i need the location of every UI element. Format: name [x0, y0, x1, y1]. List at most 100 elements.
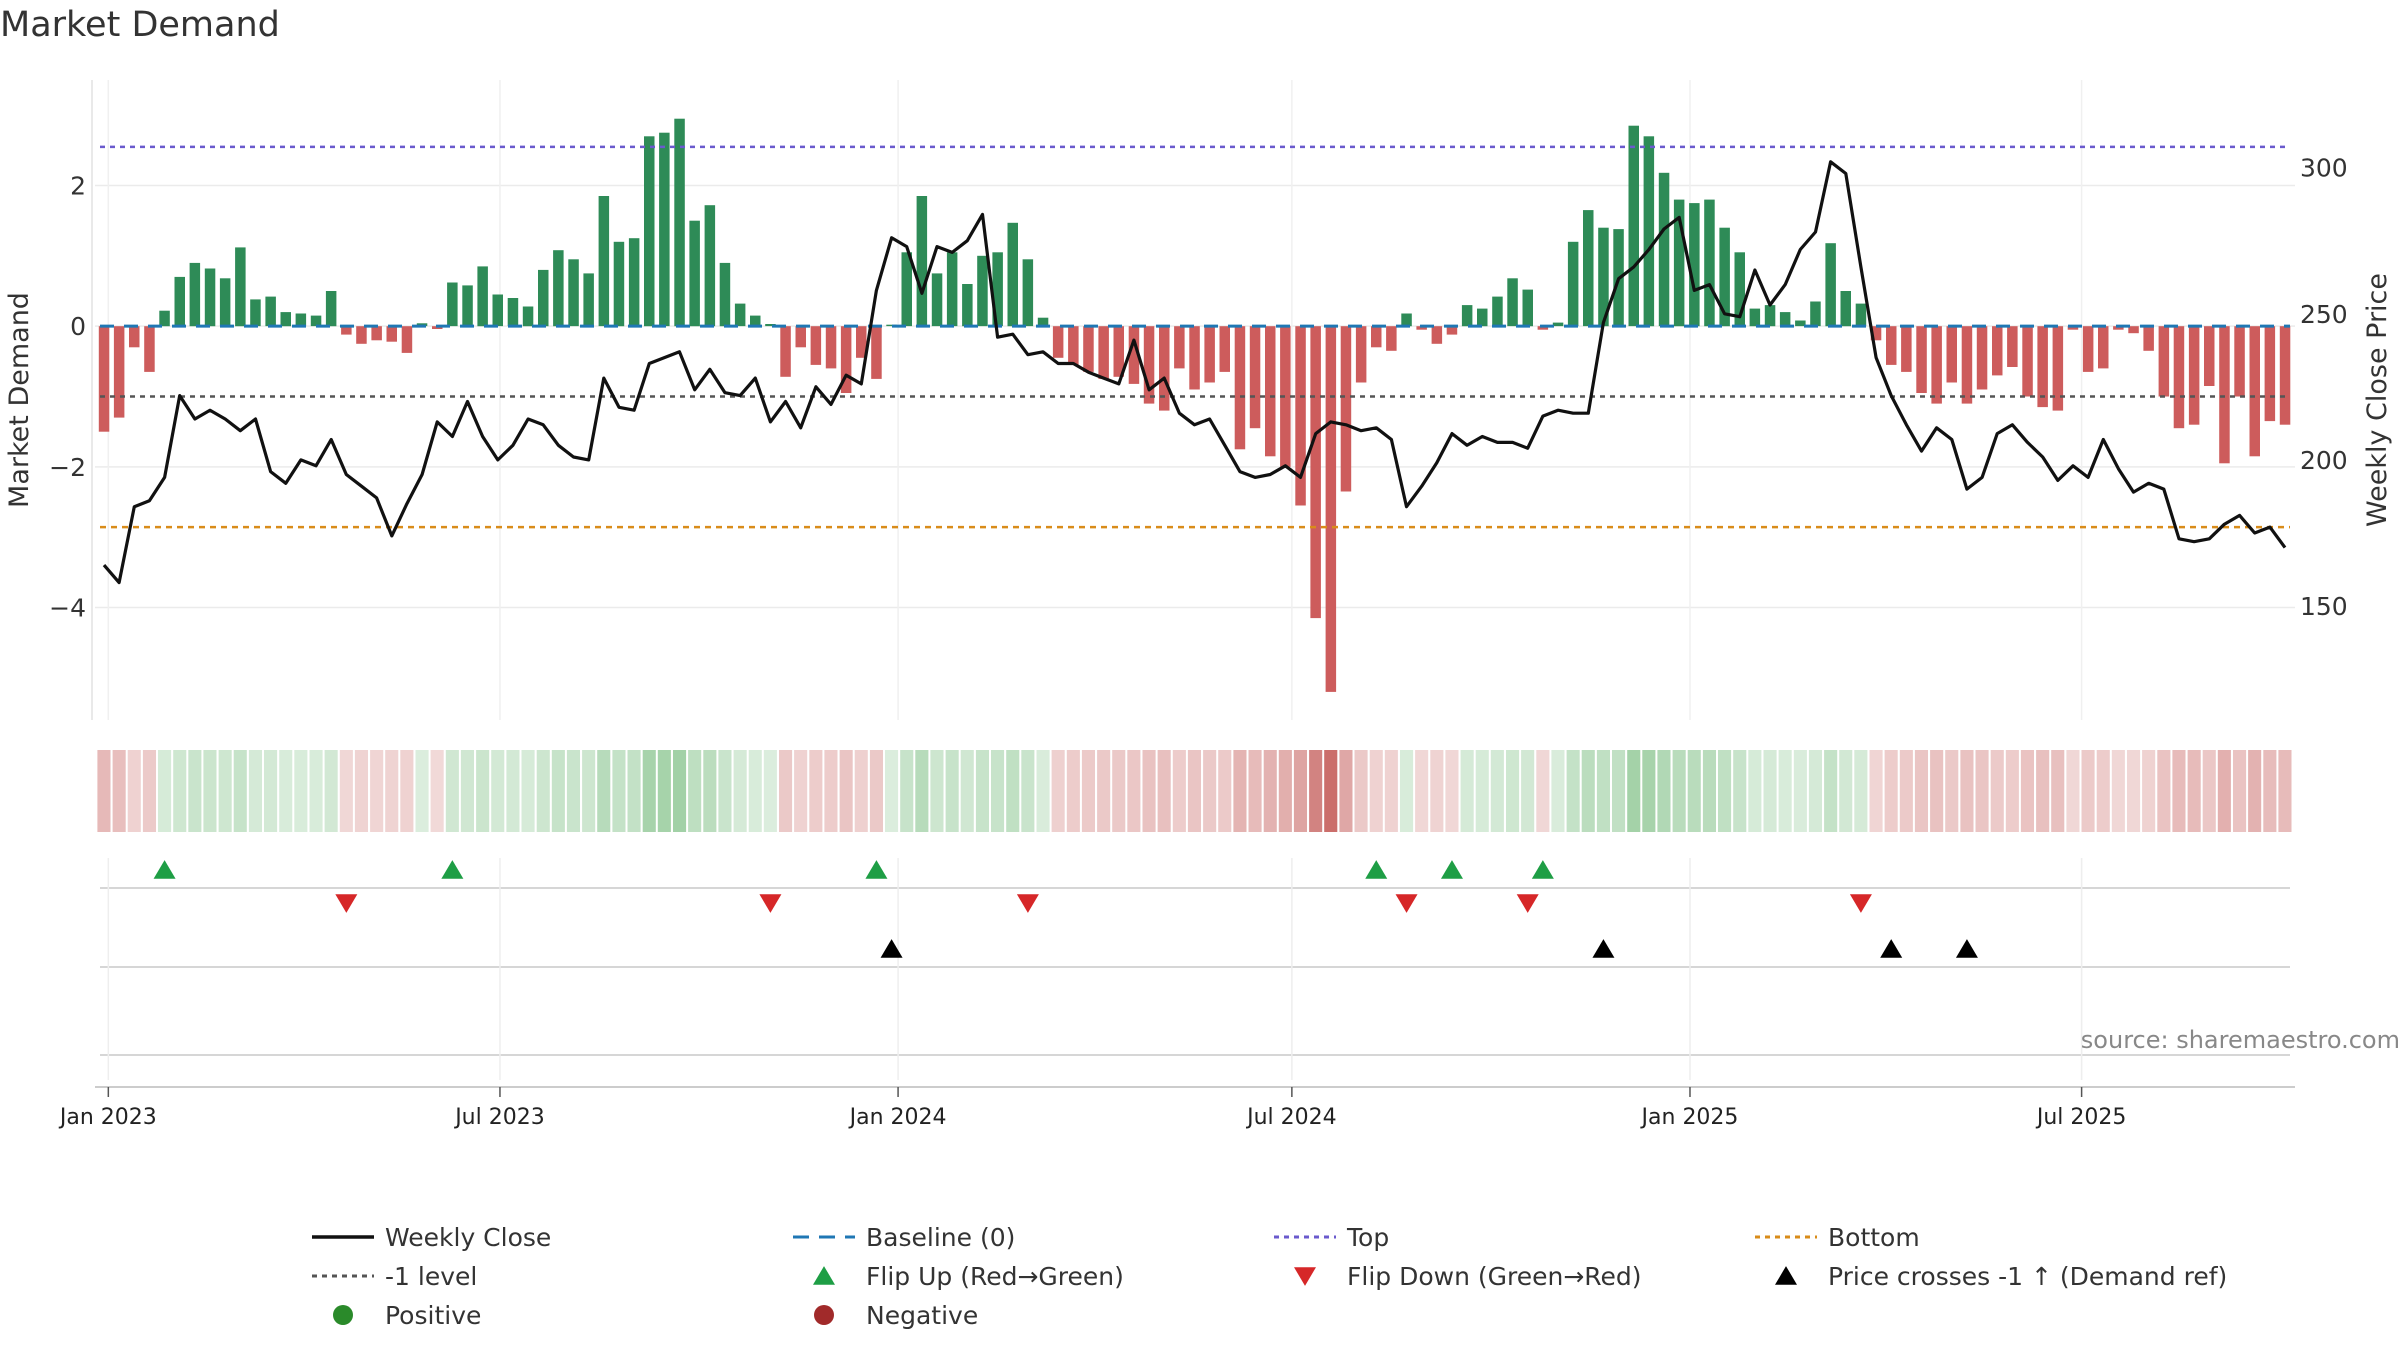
demand-bar [931, 273, 943, 327]
x-tick-label: Jul 2025 [2035, 1105, 2127, 1130]
demand-bar [1946, 326, 1957, 383]
legend-triangle-up-icon [813, 1266, 835, 1285]
demand-bar [659, 132, 670, 327]
flip-up-marker [1365, 860, 1388, 879]
heat-cell [2036, 750, 2050, 832]
demand-bar [1083, 326, 1094, 372]
heat-cell [1460, 750, 1474, 832]
demand-bar [2173, 326, 2185, 429]
demand-bar [1143, 326, 1155, 404]
heat-cell [2066, 750, 2080, 832]
demand-bar [946, 252, 958, 327]
price-cross-marker [1880, 939, 1903, 958]
heat-cell [2263, 750, 2277, 832]
heat-cell [309, 750, 323, 832]
demand-bar [1174, 326, 1185, 369]
heat-cell [1596, 750, 1610, 832]
flip-down-marker [1516, 894, 1539, 913]
heat-cell [748, 750, 762, 832]
demand-bar [1325, 326, 1337, 692]
heat-cell [1021, 750, 1035, 832]
demand-bar [1522, 289, 1533, 327]
heat-cell [733, 750, 747, 832]
heat-cell [642, 750, 656, 832]
legend-circle-icon [333, 1305, 353, 1325]
demand-bar [2264, 326, 2276, 422]
demand-bar [780, 326, 791, 377]
heat-cell [1687, 750, 1701, 832]
demand-bar [462, 285, 473, 327]
x-tick-label: Jan 2024 [848, 1105, 947, 1130]
demand-bar [1931, 326, 1942, 404]
heat-cell [1930, 750, 1944, 832]
legend-item: Weekly Close [312, 1223, 551, 1252]
demand-bar [1916, 326, 1927, 393]
demand-bar [1976, 326, 1988, 390]
demand-bar [553, 250, 564, 327]
heat-cell [2111, 750, 2125, 832]
heat-cell [854, 750, 868, 832]
heat-cell [2217, 750, 2231, 832]
flip-down-marker [1395, 894, 1418, 913]
demand-bar [129, 326, 140, 348]
demand-bar [1265, 326, 1276, 457]
demand-bar [2279, 326, 2291, 425]
heat-cell [1006, 750, 1020, 832]
demand-bar [2098, 326, 2109, 369]
heat-cell [1445, 750, 1459, 832]
heat-cell [476, 750, 490, 832]
left-tick-label: −4 [49, 593, 86, 622]
demand-bar [98, 326, 110, 432]
demand-bar [1431, 326, 1443, 344]
heat-cell [2127, 750, 2141, 832]
legend-item: Top [1274, 1223, 1389, 1252]
demand-bar [401, 326, 413, 353]
heat-cell [1990, 750, 2004, 832]
demand-bar [628, 238, 640, 327]
heat-cell [1960, 750, 1974, 832]
demand-bar [371, 326, 382, 341]
demand-bar [704, 205, 716, 327]
heat-cell [824, 750, 838, 832]
demand-bar [1658, 172, 1670, 327]
demand-bar [1855, 303, 1867, 327]
heat-cell [1263, 750, 1277, 832]
heat-cell [1233, 750, 1247, 832]
heat-cell [248, 750, 262, 832]
heat-cell [975, 750, 989, 832]
heat-cell [127, 750, 141, 832]
demand-bar [992, 252, 1003, 327]
demand-bar [1598, 227, 1609, 327]
heat-cell [2233, 750, 2247, 832]
demand-bar [1386, 326, 1397, 351]
heat-cell [2081, 750, 2095, 832]
demand-bar [1552, 322, 1564, 327]
right-tick-label: 150 [2300, 592, 2348, 621]
event-markers [100, 858, 2290, 1080]
x-tick-label: Jul 2023 [453, 1105, 545, 1130]
demand-bar [2052, 326, 2064, 411]
heat-cell [1051, 750, 1065, 832]
heat-cell [809, 750, 823, 832]
heat-cell [188, 750, 202, 832]
demand-bar [871, 326, 882, 379]
heat-cell [1521, 750, 1535, 832]
heat-cell [930, 750, 944, 832]
demand-bar [2082, 326, 2094, 372]
legend-triangle-up-icon [1775, 1266, 1797, 1285]
demand-bar [174, 276, 185, 327]
heat-cell [1581, 750, 1595, 832]
heat-cell [1187, 750, 1201, 832]
heat-cell [1475, 750, 1489, 832]
demand-bar [1340, 326, 1352, 492]
heat-cell [991, 750, 1005, 832]
heat-cell [1248, 750, 1262, 832]
heat-cell [2096, 750, 2110, 832]
heat-cell [1339, 750, 1353, 832]
legend-item: Flip Up (Red→Green) [813, 1262, 1124, 1291]
heat-cell [1672, 750, 1686, 832]
heat-cell [415, 750, 429, 832]
demand-bar [765, 324, 776, 327]
heat-cell [264, 750, 278, 832]
heat-cell [1324, 750, 1338, 832]
